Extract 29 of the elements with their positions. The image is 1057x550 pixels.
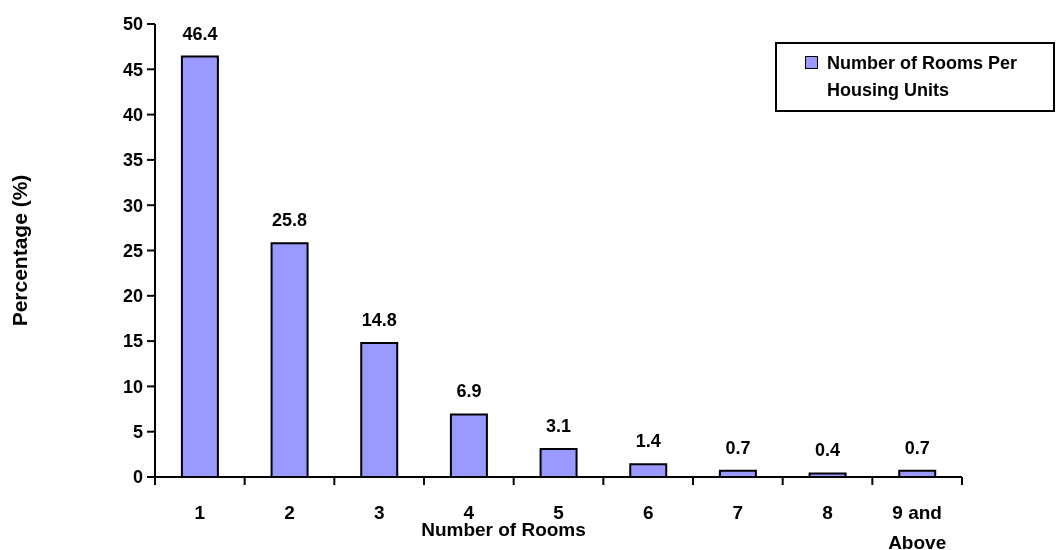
- data-label: 14.8: [361, 309, 397, 330]
- data-label: 25.8: [272, 210, 308, 231]
- y-tick-label: 50: [122, 14, 143, 35]
- data-label: 0.7: [725, 437, 751, 458]
- x-tick-label: 9 and Above: [888, 502, 947, 550]
- x-tick-label: 7: [732, 502, 744, 524]
- x-tick-label: 8: [822, 502, 833, 524]
- data-label: 46.4: [182, 23, 218, 44]
- y-tick-label: 5: [132, 422, 143, 443]
- y-tick-label: 0: [132, 467, 143, 488]
- x-tick-label: 6: [642, 502, 654, 524]
- x-tick-label: 3: [373, 502, 385, 524]
- legend-label: Number of Rooms Per Housing Units: [827, 52, 1019, 102]
- y-tick-label: 25: [122, 240, 143, 261]
- data-label: 3.1: [546, 415, 572, 436]
- y-tick-label: 10: [122, 376, 143, 397]
- data-label: 0.4: [815, 440, 841, 461]
- y-tick-label: 20: [122, 286, 143, 307]
- data-label: 6.9: [456, 381, 482, 402]
- y-tick-label: 35: [122, 150, 143, 171]
- y-tick-label: 30: [122, 195, 143, 216]
- y-axis-title: Percentage (%): [8, 174, 32, 327]
- y-tick-label: 15: [122, 331, 143, 352]
- y-tick-label: 40: [122, 104, 143, 125]
- x-tick-label: 2: [284, 502, 295, 524]
- y-tick-label: 45: [122, 59, 143, 80]
- x-tick-label: 1: [194, 502, 206, 524]
- data-label: 1.4: [635, 431, 661, 452]
- data-label: 0.7: [904, 437, 930, 458]
